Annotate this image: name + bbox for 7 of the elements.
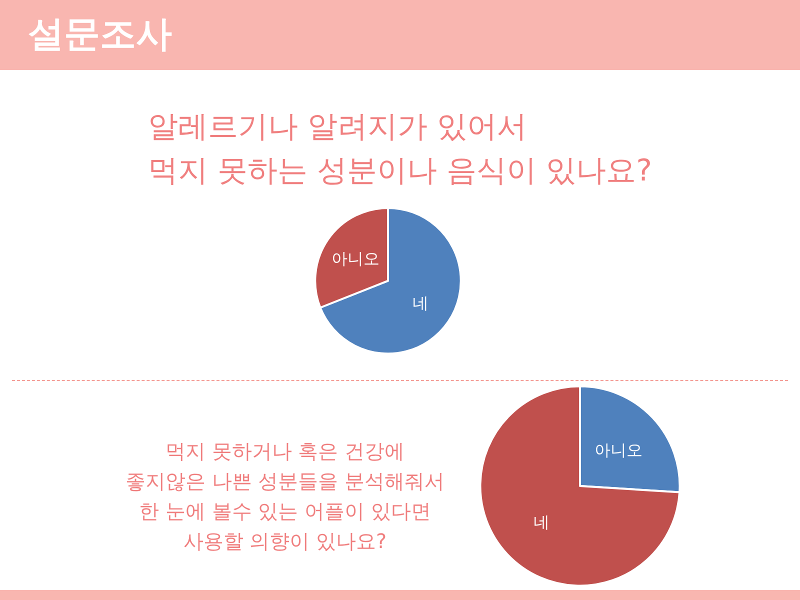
text: 설문조사 bbox=[28, 14, 172, 55]
slice-label: 아니오 bbox=[331, 249, 380, 268]
text: 먹지 못하거나 혹은 건강에 좋지않은 나쁜 성분들을 분석해줘서 한 눈에 볼수 있는 어플이 있다면 사용할 의향이 있나요? bbox=[125, 439, 445, 553]
slice-label: 아니오 bbox=[594, 440, 643, 460]
chart-title: 알레르기나 알려지가 있어서 먹지 못하는 성분이나 음식이 있나요? bbox=[148, 110, 652, 188]
slice-label: 네 bbox=[533, 512, 550, 532]
slice-label: 네 bbox=[412, 293, 429, 312]
